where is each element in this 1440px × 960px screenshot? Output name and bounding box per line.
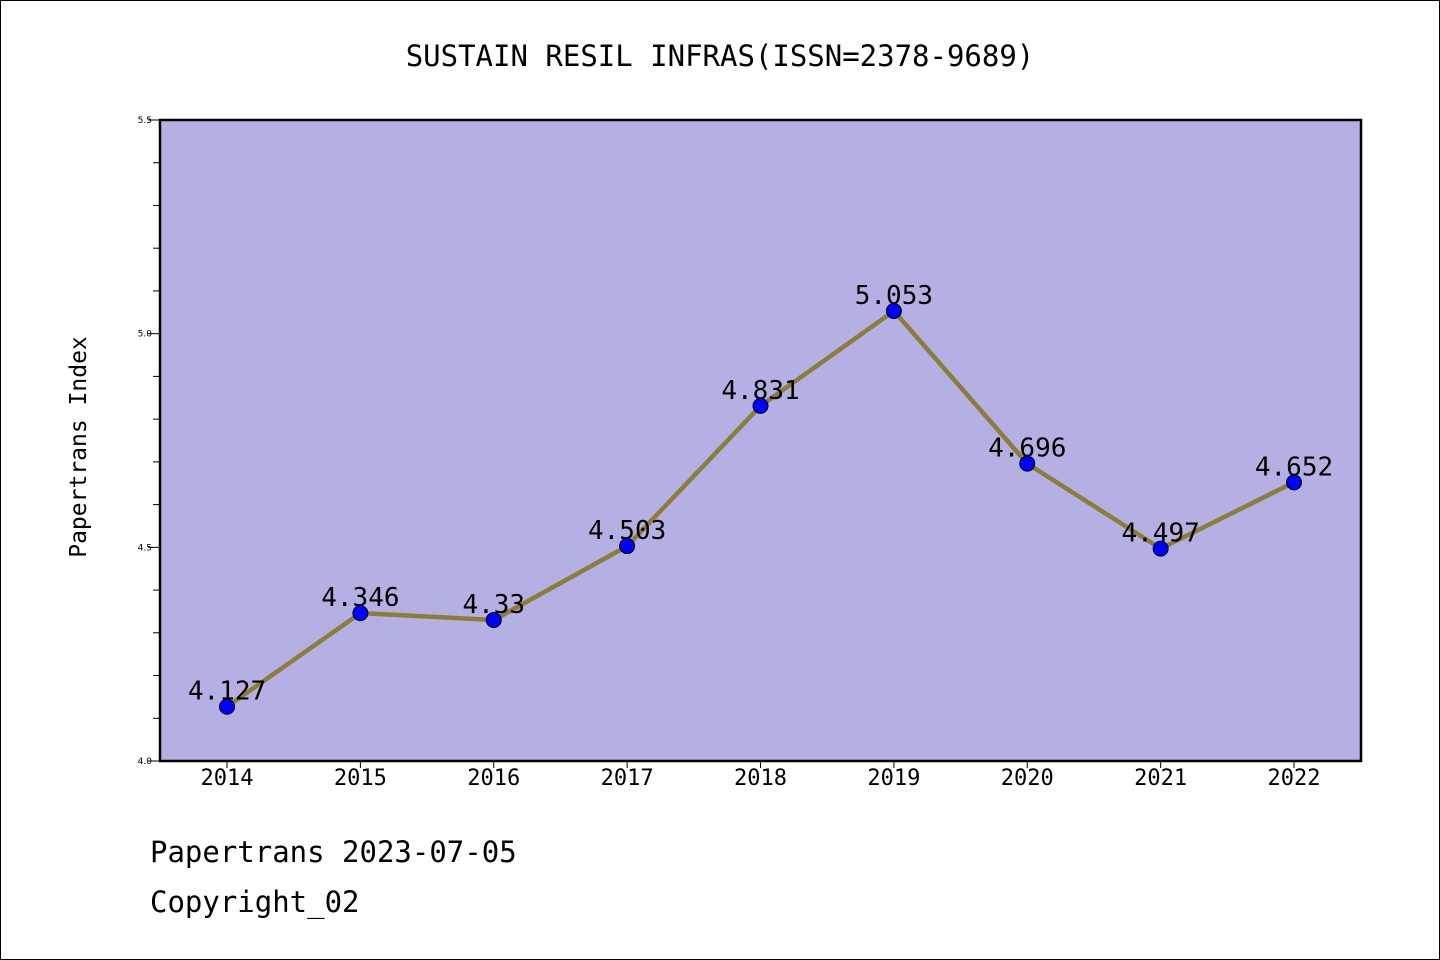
y-tick-label: 5.0 xyxy=(138,330,153,340)
data-point xyxy=(1019,455,1036,472)
x-tick-label: 2015 xyxy=(334,766,387,791)
data-point xyxy=(619,538,636,555)
data-point xyxy=(352,605,369,622)
footer-date: Papertrans 2023-07-05 xyxy=(150,835,517,869)
y-tick-label: 5.5 xyxy=(138,116,152,126)
x-tick-label: 2017 xyxy=(601,766,654,791)
data-markers xyxy=(219,303,1302,715)
x-tick-label: 2019 xyxy=(867,766,920,791)
data-point xyxy=(1152,540,1169,557)
data-point xyxy=(219,698,235,715)
x-tick-label: 2022 xyxy=(1268,766,1321,791)
x-tick-label: 2018 xyxy=(734,766,787,791)
chart-title: SUSTAIN RESIL INFRAS(ISSN=2378-9689) xyxy=(406,39,1035,73)
y-tick-label: 4.5 xyxy=(138,543,152,553)
data-point xyxy=(885,303,902,320)
data-point xyxy=(485,611,502,628)
x-tick-label: 2020 xyxy=(1001,766,1054,791)
x-tick-label: 2016 xyxy=(467,766,520,791)
plot-area xyxy=(158,118,1363,763)
data-point xyxy=(752,397,769,414)
x-tick-label: 2021 xyxy=(1134,766,1187,791)
x-axis-ticks: 2014 2015 2016 2017 2018 2019 2020 2021 2022 xyxy=(201,761,1321,791)
footer-copyright: Copyright_02 xyxy=(150,885,360,919)
y-axis-ticks: 4.0 4.5 5.0 5.5 xyxy=(138,116,160,767)
y-tick-label: 4.0 xyxy=(138,757,153,767)
y-axis-label: Papertrans Index xyxy=(66,336,92,558)
x-tick-label: 2014 xyxy=(201,766,254,791)
data-point xyxy=(1286,474,1302,491)
